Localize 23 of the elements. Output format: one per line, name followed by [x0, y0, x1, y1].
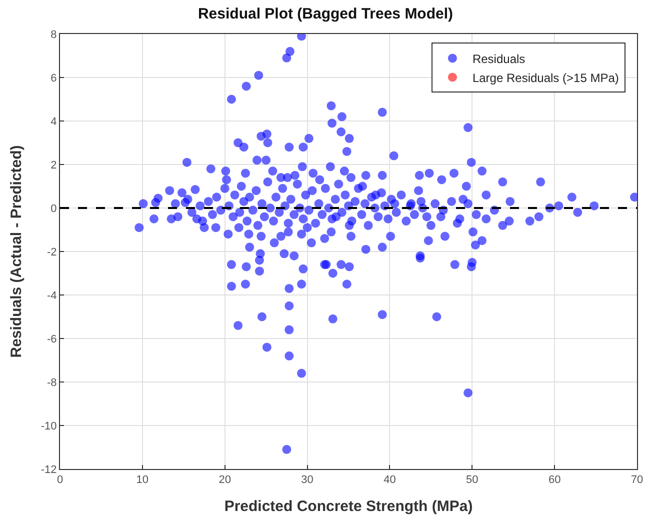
y-tick-label: -2 [47, 246, 57, 258]
y-tick-label: 2 [50, 159, 57, 172]
x-tick-label: 30 [301, 474, 314, 486]
x-tick-label: 40 [384, 474, 396, 486]
legend-label: Residuals [472, 52, 526, 66]
x-tick-label: 70 [630, 474, 644, 486]
y-tick-label: -8 [47, 376, 57, 389]
x-tick-label: 20 [218, 474, 231, 486]
x-tick-label: 10 [136, 474, 149, 486]
y-tick-label: -10 [40, 420, 57, 432]
y-tick-label: -6 [47, 333, 57, 346]
y-axis-title: Residuals (Actual - Predicted) [8, 145, 26, 358]
chart-title: Residual Plot (Bagged Trees Model) [198, 5, 454, 22]
y-tick-label: 6 [50, 72, 57, 84]
y-tick-label: 4 [50, 116, 57, 128]
legend-label: Large Residuals (>15 MPa) [472, 70, 619, 85]
y-tick-label: -12 [40, 464, 57, 476]
y-tick-label: 8 [50, 28, 57, 41]
x-tick-label: 50 [466, 474, 478, 486]
x-tick-label: 60 [548, 474, 561, 486]
x-axis-title: Predicted Concrete Strength (MPa) [224, 498, 473, 516]
y-tick-label: 0 [50, 202, 57, 215]
y-tick-label: -4 [47, 290, 57, 302]
